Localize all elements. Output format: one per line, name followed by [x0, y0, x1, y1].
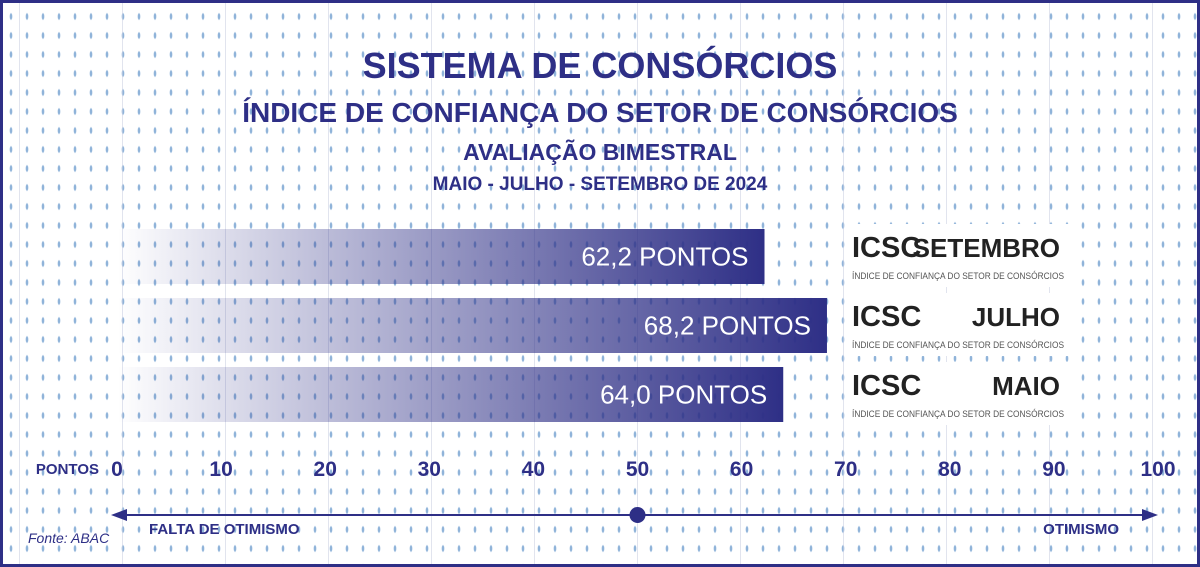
x-tick-label: 10 — [209, 458, 232, 481]
axis-left-label: FALTA DE OTIMISMO — [149, 521, 300, 538]
x-tick-label: 50 — [626, 458, 649, 481]
bar-julho — [117, 298, 827, 353]
bar-value-label: 62,2 PONTOS — [581, 242, 748, 272]
x-tick-label: 70 — [834, 458, 857, 481]
x-tick-label: 80 — [938, 458, 961, 481]
icsc-acronym: ICSC — [852, 232, 921, 264]
chart-subtitle-evaluation: AVALIAÇÃO BIMESTRAL — [463, 139, 737, 165]
icsc-badge: ICSC JULHO ÍNDICE DE CONFIANÇA DO SETOR DE… — [845, 293, 1069, 356]
arrow-right-icon — [1142, 509, 1158, 521]
x-tick-label: 0 — [111, 458, 123, 481]
bar-value-label: 68,2 PONTOS — [644, 311, 811, 341]
x-tick-label: 40 — [522, 458, 545, 481]
bar-setembro — [117, 229, 765, 284]
icsc-month: MAIO — [992, 371, 1060, 401]
icsc-description: ÍNDICE DE CONFIANÇA DO SETOR DE CONSÓRCI… — [852, 409, 1064, 420]
bar-maio — [117, 367, 784, 422]
bar-value-label: 64,0 PONTOS — [600, 380, 767, 410]
icsc-description: ÍNDICE DE CONFIANÇA DO SETOR DE CONSÓRCI… — [852, 271, 1064, 282]
axis-right-label: OTIMISMO — [1043, 521, 1119, 538]
x-axis-label: PONTOS — [36, 461, 99, 478]
source-note: Fonte: ABAC — [28, 530, 110, 546]
icsc-description: ÍNDICE DE CONFIANÇA DO SETOR DE CONSÓRCI… — [852, 340, 1064, 351]
x-tick-label: 60 — [730, 458, 753, 481]
icsc-month: SETEMBRO — [913, 233, 1060, 263]
x-tick-label: 90 — [1042, 458, 1065, 481]
icsc-badge: ICSC MAIO ÍNDICE DE CONFIANÇA DO SETOR DE … — [845, 362, 1069, 425]
x-tick-label: 30 — [418, 458, 441, 481]
chart-period: MAIO - JULHO - SETEMBRO DE 2024 — [432, 174, 768, 195]
chart-title: SISTEMA DE CONSÓRCIOS — [362, 45, 838, 86]
chart-subtitle: ÍNDICE DE CONFIANÇA DO SETOR DE CONSÓRCI… — [242, 97, 958, 128]
icsc-month: JULHO — [972, 302, 1060, 332]
icsc-acronym: ICSC — [852, 370, 921, 402]
icsc-acronym: ICSC — [852, 301, 921, 333]
neutral-point-marker — [629, 507, 646, 523]
x-tick-label: 20 — [314, 458, 337, 481]
x-tick-label: 100 — [1140, 458, 1175, 481]
arrow-left-icon — [111, 509, 127, 521]
